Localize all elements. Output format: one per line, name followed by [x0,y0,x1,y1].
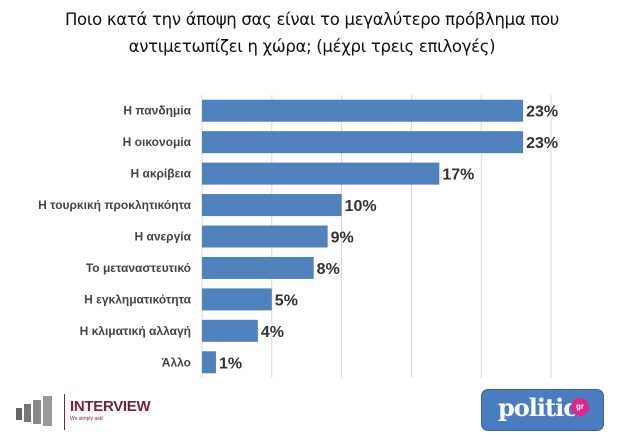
category-label: Η κλιματική αλλαγή [80,324,191,338]
category-labels: Η πανδημία Η οικονομία Η ακρίβεια Η τουρκικ… [38,104,191,370]
bar [202,99,524,122]
category-label: Η τουρκική προκλητικόητα [38,198,191,212]
data-label: 9% [331,230,354,247]
data-label: 8% [317,261,340,278]
chart-title-line-2: αντιμετωπίζει η χώρα; (μέχρι τρεις επιλο… [128,37,496,56]
category-label: Άλλο [162,355,191,369]
chart-title-line-1: Ποιο κατά την άποψη σας είναι το μεγαλύτ… [64,10,560,29]
bar [202,225,328,248]
bars [202,99,524,374]
data-labels: 23% 23% 17% 10% 9% 8% 5% 4% 1% [219,104,558,373]
bar [202,131,524,154]
category-label: Το μεταναστευτικό [86,261,191,275]
bar [202,194,342,217]
politic-logo-badge: gr [571,398,589,416]
category-label: Η εγκληματικότητα [84,292,191,306]
chart-title: Ποιο κατά την άποψη σας είναι το μεγαλύτ… [0,6,624,60]
data-label: 17% [442,167,474,184]
data-label: 10% [345,198,377,215]
bar [202,162,440,185]
interview-logo-icon [16,396,52,426]
category-label: Η πανδημία [123,104,191,118]
data-label: 4% [261,324,284,341]
bar [202,256,314,279]
data-label: 23% [526,135,558,152]
politic-logo: politic gr [481,389,604,431]
data-label: 1% [219,355,242,372]
category-label: Η ακρίβεια [130,167,191,181]
category-label: Η οικονομία [123,135,192,149]
data-label: 5% [275,292,298,309]
data-label: 23% [526,104,558,121]
interview-logo-text: INTERVIEW [70,398,151,415]
bar [202,319,258,342]
bar [202,351,216,374]
bar [202,288,272,311]
interview-logo: INTERVIEW We simply ask! [14,394,154,434]
interview-logo-tagline: We simply ask! [70,416,104,422]
politic-logo-text: politic [498,393,578,422]
logo-divider [64,394,65,430]
category-label: Η ανεργία [134,230,191,244]
